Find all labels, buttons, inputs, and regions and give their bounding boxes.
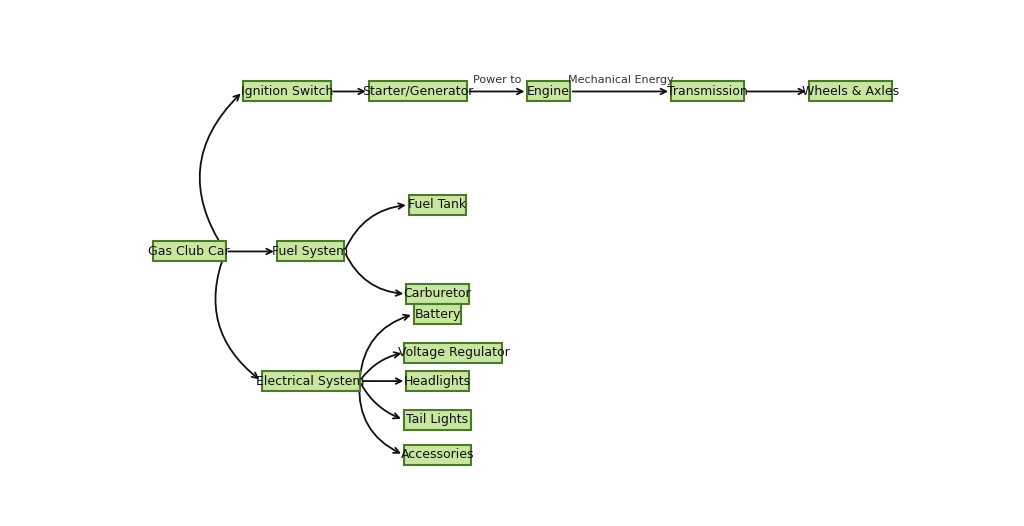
FancyBboxPatch shape bbox=[409, 195, 466, 215]
Text: Battery: Battery bbox=[415, 308, 461, 321]
FancyBboxPatch shape bbox=[403, 445, 471, 465]
FancyBboxPatch shape bbox=[671, 82, 743, 102]
Text: Fuel System: Fuel System bbox=[272, 245, 348, 258]
FancyBboxPatch shape bbox=[369, 82, 467, 102]
Text: Transmission: Transmission bbox=[667, 85, 748, 98]
Text: Headlights: Headlights bbox=[403, 375, 471, 388]
FancyBboxPatch shape bbox=[276, 241, 344, 261]
Text: Electrical System: Electrical System bbox=[256, 375, 365, 388]
FancyBboxPatch shape bbox=[261, 371, 359, 391]
Text: Power to: Power to bbox=[473, 75, 521, 85]
Text: Accessories: Accessories bbox=[400, 448, 474, 461]
FancyBboxPatch shape bbox=[404, 343, 503, 363]
Text: Wheels & Axles: Wheels & Axles bbox=[802, 85, 899, 98]
FancyBboxPatch shape bbox=[407, 284, 469, 304]
Text: Ignition Switch: Ignition Switch bbox=[241, 85, 333, 98]
FancyBboxPatch shape bbox=[407, 371, 469, 391]
Text: Engine: Engine bbox=[527, 85, 570, 98]
FancyBboxPatch shape bbox=[243, 82, 331, 102]
FancyBboxPatch shape bbox=[414, 304, 462, 324]
Text: Voltage Regulator: Voltage Regulator bbox=[397, 346, 509, 359]
FancyBboxPatch shape bbox=[809, 82, 892, 102]
Text: Starter/Generator: Starter/Generator bbox=[361, 85, 473, 98]
FancyBboxPatch shape bbox=[403, 410, 471, 430]
FancyBboxPatch shape bbox=[153, 241, 225, 261]
Text: Carburetor: Carburetor bbox=[403, 288, 471, 300]
FancyBboxPatch shape bbox=[527, 82, 570, 102]
Text: Fuel Tank: Fuel Tank bbox=[409, 198, 467, 211]
Text: Gas Club Car: Gas Club Car bbox=[148, 245, 230, 258]
Text: Tail Lights: Tail Lights bbox=[407, 413, 469, 426]
Text: Mechanical Energy: Mechanical Energy bbox=[567, 75, 673, 85]
